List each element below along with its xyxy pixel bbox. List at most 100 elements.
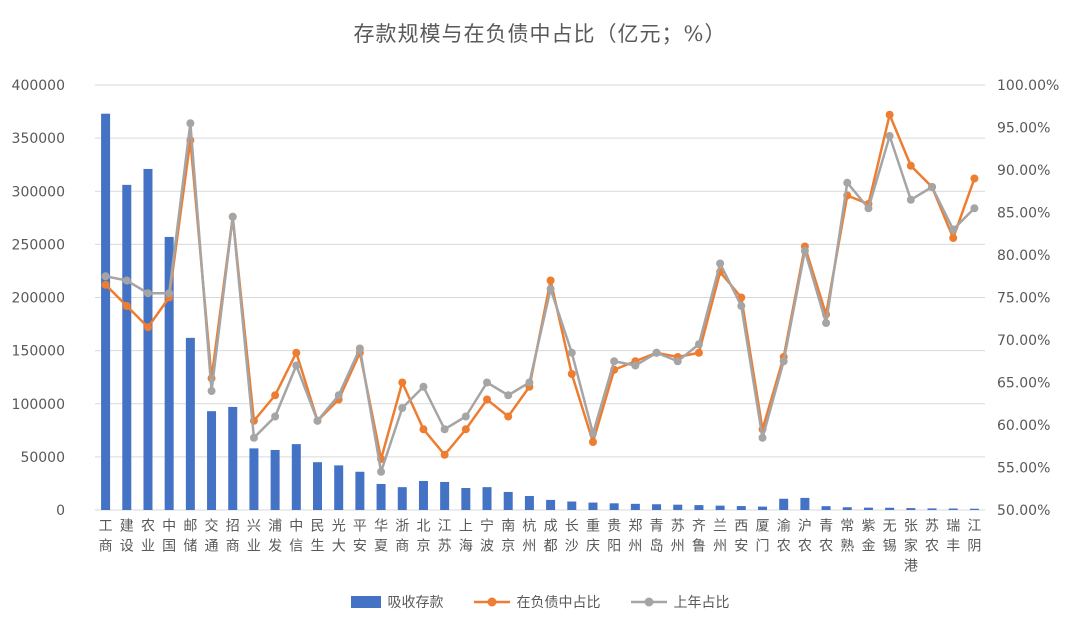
prior-ratio-marker [143,289,152,298]
current-ratio-marker [567,370,576,378]
legend-item-current-ratio: 在负债中占比 [473,592,601,612]
prior-ratio-marker [673,357,682,366]
prior-ratio-marker [567,348,576,357]
prior-ratio-marker [610,357,619,366]
prior-ratio-marker [546,285,555,293]
x-axis-category-label: 农业 [138,518,155,558]
prior-ratio-marker [398,404,407,412]
deposit-bar [694,505,704,510]
x-axis-category-label: 中信 [287,518,304,558]
x-axis-category-label: 苏农 [923,518,940,558]
x-axis-category-label: 成都 [541,518,558,558]
legend-label-current-ratio: 在负债中占比 [516,595,601,611]
current-ratio-marker [885,110,894,119]
deposit-bar [567,501,577,510]
prior-ratio-marker [101,272,110,281]
deposit-bar [885,507,895,510]
x-axis-category-label: 工商 [96,518,113,558]
deposit-bar [948,508,958,510]
deposit-bar [164,236,174,510]
current-ratio-marker [271,391,280,400]
deposit-bar [588,502,598,510]
y-axis-left-tick-label: 250000 [12,237,65,253]
prior-ratio-marker [377,467,386,476]
prior-ratio-marker [716,259,725,268]
x-axis-category-label: 兰州 [711,518,728,558]
deposit-bar [906,508,916,510]
x-axis-category-label: 招商 [223,518,240,558]
prior-ratio-marker [843,178,852,187]
prior-ratio-marker [779,357,788,366]
prior-ratio-marker [758,433,767,442]
x-axis-category-label: 贵阳 [605,518,622,558]
x-axis-category-label: 苏州 [668,518,685,558]
deposit-bar [927,508,937,510]
deposit-bar [969,508,979,510]
deposit-bar [418,480,428,510]
legend: 吸收存款 在负债中占比 上年占比 [0,592,1080,612]
deposit-bar [397,487,407,510]
prior-ratio-marker [122,276,131,285]
x-axis-category-label: 交通 [202,518,219,558]
current-ratio-marker [143,323,152,332]
y-axis-right-tick-label: 95.00% [997,121,1050,137]
prior-ratio-marker [970,204,979,213]
deposit-bar [291,444,301,510]
y-axis-left-tick-label: 400000 [12,78,65,94]
x-axis-category-label: 建设 [117,518,134,558]
x-axis-category-label: 华夏 [372,518,389,558]
deposit-bar [313,462,322,510]
prior-ratio-marker [355,344,364,353]
deposit-bar [334,465,344,510]
deposit-bar [630,503,640,510]
legend-item-deposits: 吸收存款 [350,592,444,612]
y-axis-right-tick-label: 60.00% [997,418,1050,434]
prior-ratio-marker [800,246,809,255]
deposit-bar [800,497,810,510]
current-ratio-marker [101,280,110,289]
prior-ratio-marker [313,416,322,425]
deposit-bar [355,471,365,510]
x-axis-category-label: 宁波 [478,518,495,558]
prior-ratio-marker [461,412,470,421]
y-axis-left-tick-label: 350000 [12,131,65,147]
deposit-bar [440,481,450,510]
deposit-bar [482,487,492,510]
deposit-bar [842,507,852,510]
current-ratio-marker [483,395,492,404]
deposit-bar [609,503,619,510]
prior-ratio-marker [652,348,661,357]
x-axis-category-label: 兴业 [244,518,261,558]
current-ratio-marker [292,348,301,357]
prior-ratio-marker [483,378,492,387]
y-axis-right-tick-label: 100.00% [997,78,1059,94]
deposit-bar [715,505,725,510]
legend-label-deposits: 吸收存款 [387,595,444,611]
prior-ratio-marker [334,391,343,400]
x-axis-category-label: 沪农 [795,518,812,558]
deposit-bar [652,504,662,510]
x-axis-category-label: 浙商 [393,518,410,558]
x-axis-category-label: 郑州 [626,518,643,558]
deposit-bar [863,507,873,510]
x-axis-category-label: 厦门 [753,518,770,558]
prior-ratio-marker [165,289,174,298]
x-axis-category-label: 青岛 [647,518,664,558]
x-axis-category-label: 渝农 [774,518,791,558]
deposit-bar [228,406,238,510]
y-axis-right-tick-label: 50.00% [997,503,1050,519]
current-ratio-marker [970,174,979,183]
x-axis-category-label: 青农 [817,518,834,558]
prior-ratio-marker [588,429,597,438]
x-axis-category-label: 杭州 [520,518,537,558]
y-axis-right-tick-label: 80.00% [997,248,1050,264]
y-axis-left-tick-label: 300000 [12,184,65,200]
current-ratio-marker [949,234,958,242]
legend-bar-swatch-icon [350,596,381,608]
prior-ratio-marker [525,378,534,387]
deposit-bar [779,498,789,510]
x-axis-category-label: 张家港 [901,518,918,578]
current-ratio-marker [504,412,513,421]
